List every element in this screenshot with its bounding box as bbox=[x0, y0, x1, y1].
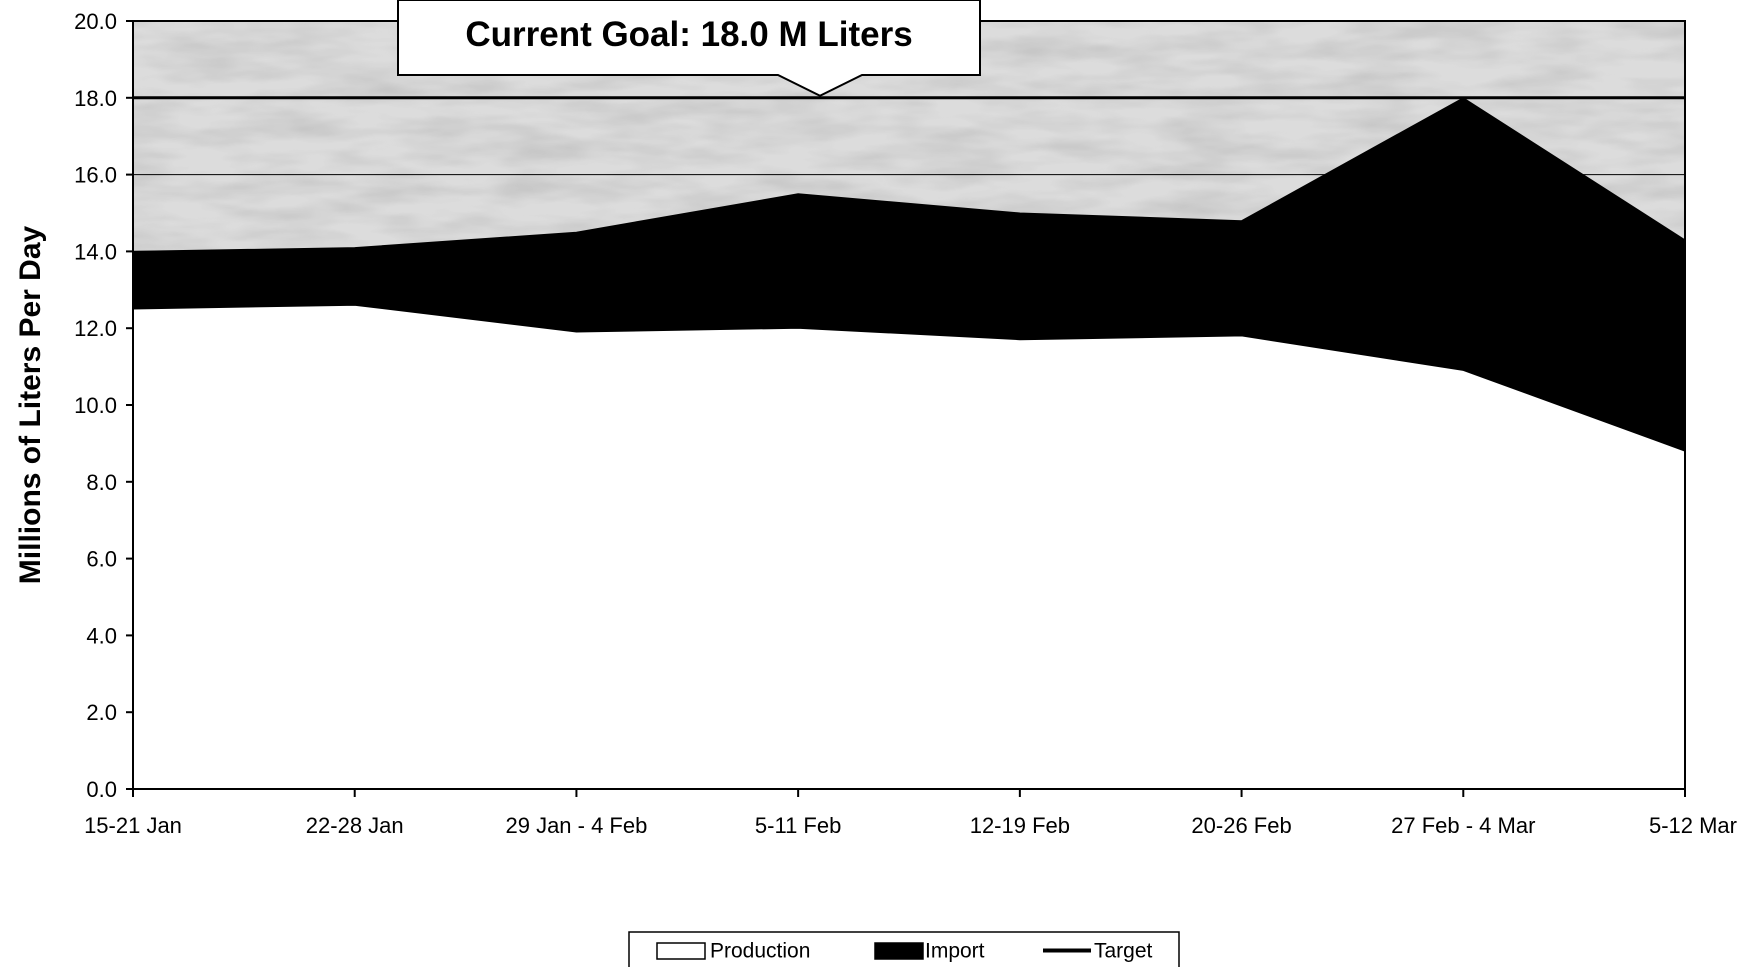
x-tick-label-1: 22-28 Jan bbox=[306, 813, 404, 838]
y-tick-label-8: 16.0 bbox=[74, 163, 117, 188]
goal-callout-box bbox=[397, 0, 981, 97]
y-tick-label-6: 12.0 bbox=[74, 316, 117, 341]
legend: Production Import Target bbox=[628, 931, 1180, 967]
legend-label-production: Production bbox=[710, 940, 810, 963]
goal-callout: Current Goal: 18.0 M Liters bbox=[397, 0, 981, 97]
x-tick-label-4: 12-19 Feb bbox=[970, 813, 1070, 838]
y-axis-label: Millions of Liters Per Day bbox=[14, 225, 47, 584]
y-tick-label-10: 20.0 bbox=[74, 9, 117, 34]
y-axis-ticks: 0.0 2.0 4.0 6.0 8.0 10.0 12.0 14.0 16.0 18.0 20.0 bbox=[74, 9, 133, 802]
x-tick-label-2: 29 Jan - 4 Feb bbox=[505, 813, 647, 838]
y-tick-label-2: 4.0 bbox=[86, 623, 117, 648]
x-tick-label-6: 27 Feb - 4 Mar bbox=[1391, 813, 1535, 838]
x-tick-label-7: 5-12 Mar bbox=[1649, 813, 1737, 838]
x-tick-label-0: 15-21 Jan bbox=[84, 813, 182, 838]
y-tick-label-3: 6.0 bbox=[86, 547, 117, 572]
y-tick-label-4: 8.0 bbox=[86, 470, 117, 495]
y-tick-label-5: 10.0 bbox=[74, 393, 117, 418]
area-production bbox=[132, 304, 1686, 790]
y-tick-label-1: 2.0 bbox=[86, 700, 117, 725]
legend-label-target: Target bbox=[1094, 940, 1153, 963]
y-tick-label-0: 0.0 bbox=[86, 777, 117, 802]
x-tick-label-5: 20-26 Feb bbox=[1191, 813, 1291, 838]
legend-swatch-production bbox=[656, 942, 706, 960]
y-tick-label-9: 18.0 bbox=[74, 86, 117, 111]
legend-label-import: Import bbox=[925, 940, 985, 963]
legend-swatch-import bbox=[874, 942, 924, 960]
x-tick-label-3: 5-11 Feb bbox=[755, 813, 841, 838]
x-axis-ticks: 15-21 Jan 22-28 Jan 29 Jan - 4 Feb 5-11 Feb… bbox=[84, 789, 1737, 838]
goal-callout-text: Current Goal: 18.0 M Liters bbox=[465, 15, 912, 54]
y-tick-label-7: 14.0 bbox=[74, 239, 117, 264]
